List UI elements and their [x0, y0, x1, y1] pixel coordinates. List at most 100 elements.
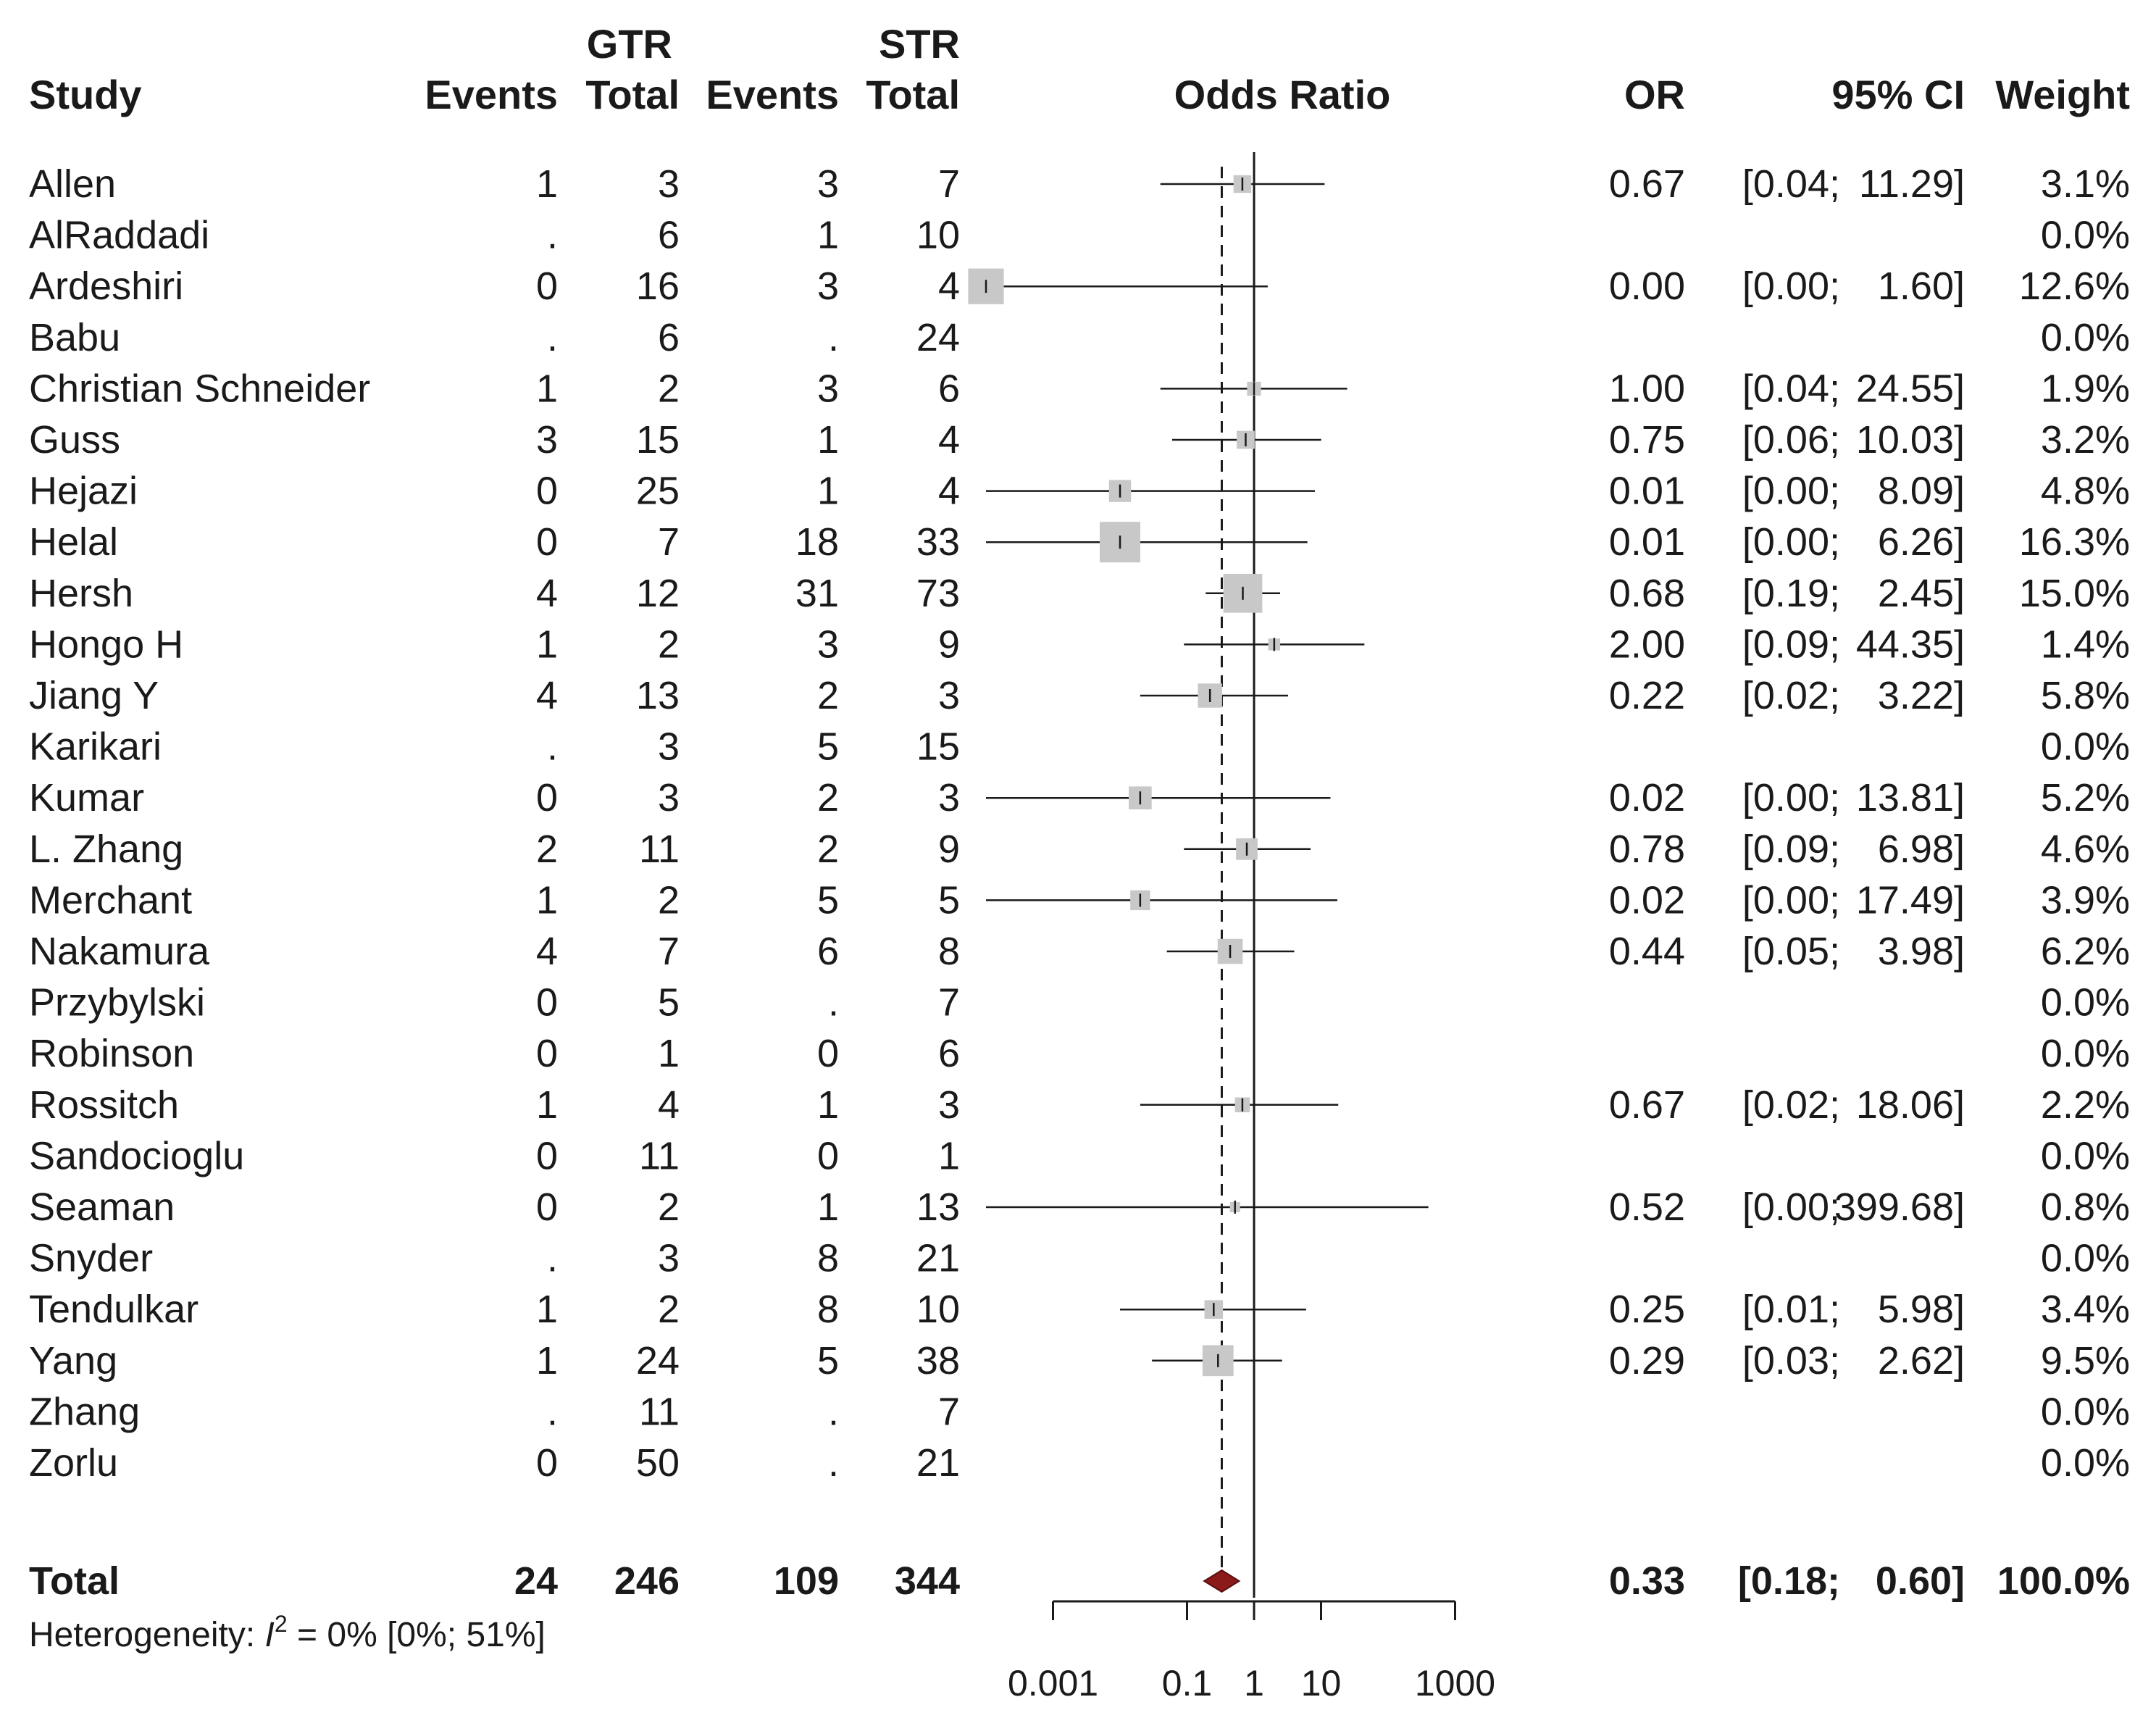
- study-or: 0.29: [1609, 1339, 1685, 1383]
- str-total: 24: [916, 316, 960, 359]
- header-weight: Weight: [1995, 72, 2130, 117]
- gtr-total: 2: [658, 1288, 680, 1331]
- study-name: Hongo H: [29, 622, 183, 666]
- study-or: 2.00: [1609, 622, 1685, 666]
- study-weight: 0.0%: [2041, 214, 2130, 257]
- str-total: 9: [938, 827, 960, 871]
- total-row: Total 24 246 109 344 0.33 [0.18; 0.60] 1…: [29, 1559, 2130, 1603]
- gtr-events: .: [547, 1390, 558, 1433]
- study-row: Guss 3 15 1 4 0.75 [0.06; 10.03] 3.2%: [29, 418, 2130, 462]
- gtr-events: 4: [536, 930, 558, 973]
- plot-area: [968, 152, 1429, 1598]
- gtr-total: 11: [639, 827, 680, 871]
- gtr-total: 11: [639, 1134, 680, 1177]
- study-row: Ardeshiri 0 16 3 4 0.00 [0.00; 1.60] 12.6%: [29, 264, 2130, 308]
- study-ci-high: 5.98]: [1878, 1288, 1965, 1331]
- study-name: Yang: [29, 1339, 117, 1383]
- total-str-events: 109: [774, 1559, 839, 1603]
- study-row: Kumar 0 3 2 3 0.02 [0.00; 13.81] 5.2%: [29, 776, 2130, 820]
- gtr-group-label: GTR: [587, 21, 672, 67]
- x-axis-tick-label: 0.1: [1162, 1663, 1213, 1704]
- study-name: Kumar: [29, 776, 144, 820]
- study-name: Zorlu: [29, 1441, 118, 1485]
- gtr-total: 1: [658, 1032, 680, 1075]
- gtr-events: 4: [536, 572, 558, 615]
- study-or: 0.01: [1609, 470, 1685, 513]
- study-row: L. Zhang 2 11 2 9 0.78 [0.09; 6.98] 4.6%: [29, 827, 2130, 871]
- study-ci-low: [0.09;: [1742, 622, 1840, 666]
- x-axis-tick-label: 0.001: [1008, 1663, 1098, 1704]
- study-name: Karikari: [29, 725, 162, 769]
- x-axis-tick-label: 10: [1301, 1663, 1342, 1704]
- str-total: 1: [938, 1134, 960, 1177]
- study-weight: 5.8%: [2041, 674, 2130, 717]
- study-weight: 16.3%: [2019, 520, 2130, 564]
- study-row: Rossitch 1 4 1 3 0.67 [0.02; 18.06] 2.2%: [29, 1083, 2130, 1127]
- gtr-events: .: [547, 1237, 558, 1280]
- str-total: 4: [938, 264, 960, 308]
- study-row: AlRaddadi. 6 1 10 0.0%: [29, 214, 2130, 257]
- study-row: Merchant 1 2 5 5 0.02 [0.00; 17.49] 3.9%: [29, 878, 2130, 922]
- study-name: Christian Schneider: [29, 367, 370, 410]
- study-ci-low: [0.00;: [1742, 1185, 1840, 1229]
- study-name: L. Zhang: [29, 827, 183, 871]
- str-events: 3: [817, 162, 839, 206]
- str-total: 4: [938, 418, 960, 462]
- gtr-total: 7: [658, 520, 680, 564]
- gtr-events: 0: [536, 264, 558, 308]
- gtr-events: 0: [536, 470, 558, 513]
- study-weight: 6.2%: [2041, 930, 2130, 973]
- total-or: 0.33: [1609, 1559, 1685, 1603]
- total-str-total: 344: [895, 1559, 960, 1603]
- str-events: 2: [817, 674, 839, 717]
- study-row: Babu. 6. 24 0.0%: [29, 316, 2130, 359]
- study-row: Przybylski 0 5. 7 0.0%: [29, 981, 2130, 1025]
- study-ci-high: 2.45]: [1878, 572, 1965, 615]
- study-ci-high: 6.98]: [1878, 827, 1965, 871]
- str-events: .: [828, 981, 839, 1025]
- gtr-events: 0: [536, 981, 558, 1025]
- study-row: Nakamura 4 7 6 8 0.44 [0.05; 3.98] 6.2%: [29, 930, 2130, 973]
- header-study: Study: [29, 72, 142, 117]
- study-ci-low: [0.02;: [1742, 1083, 1840, 1127]
- study-ci-low: [0.00;: [1742, 878, 1840, 922]
- gtr-total: 15: [636, 418, 680, 462]
- str-total: 3: [938, 776, 960, 820]
- str-events: 18: [795, 520, 839, 564]
- total-weight: 100.0%: [1997, 1559, 2130, 1603]
- str-total: 21: [916, 1441, 960, 1485]
- gtr-total: 2: [658, 622, 680, 666]
- gtr-total: 3: [658, 1237, 680, 1280]
- gtr-total: 7: [658, 930, 680, 973]
- study-name: Allen: [29, 162, 116, 206]
- gtr-total: 11: [639, 1390, 680, 1433]
- gtr-events: 1: [536, 1339, 558, 1383]
- total-gtr-total: 246: [614, 1559, 680, 1603]
- study-name: Babu: [29, 316, 120, 359]
- gtr-events: .: [547, 316, 558, 359]
- gtr-events: .: [547, 214, 558, 257]
- study-weight: 0.8%: [2041, 1185, 2130, 1229]
- str-total: 33: [916, 520, 960, 564]
- header-odds-ratio: Odds Ratio: [1174, 72, 1391, 117]
- total-label: Total: [29, 1559, 120, 1603]
- study-ci-low: [0.09;: [1742, 827, 1840, 871]
- str-events: 6: [817, 930, 839, 973]
- str-total: 5: [938, 878, 960, 922]
- header-gtr-events: Events: [425, 72, 558, 117]
- study-ci-low: [0.06;: [1742, 418, 1840, 462]
- str-events: .: [828, 1441, 839, 1485]
- gtr-events: 1: [536, 878, 558, 922]
- study-name: Nakamura: [29, 930, 210, 973]
- gtr-events: 0: [536, 1032, 558, 1075]
- study-weight: 0.0%: [2041, 316, 2130, 359]
- gtr-total: 3: [658, 162, 680, 206]
- gtr-total: 50: [636, 1441, 680, 1485]
- str-events: 31: [795, 572, 839, 615]
- str-events: 3: [817, 367, 839, 410]
- study-row: Yang 1 24 5 38 0.29 [0.03; 2.62] 9.5%: [29, 1339, 2130, 1383]
- study-weight: 3.1%: [2041, 162, 2130, 206]
- study-row: Sandocioglu 0 11 0 1 0.0%: [29, 1134, 2130, 1177]
- gtr-total: 24: [636, 1339, 680, 1383]
- gtr-total: 3: [658, 725, 680, 769]
